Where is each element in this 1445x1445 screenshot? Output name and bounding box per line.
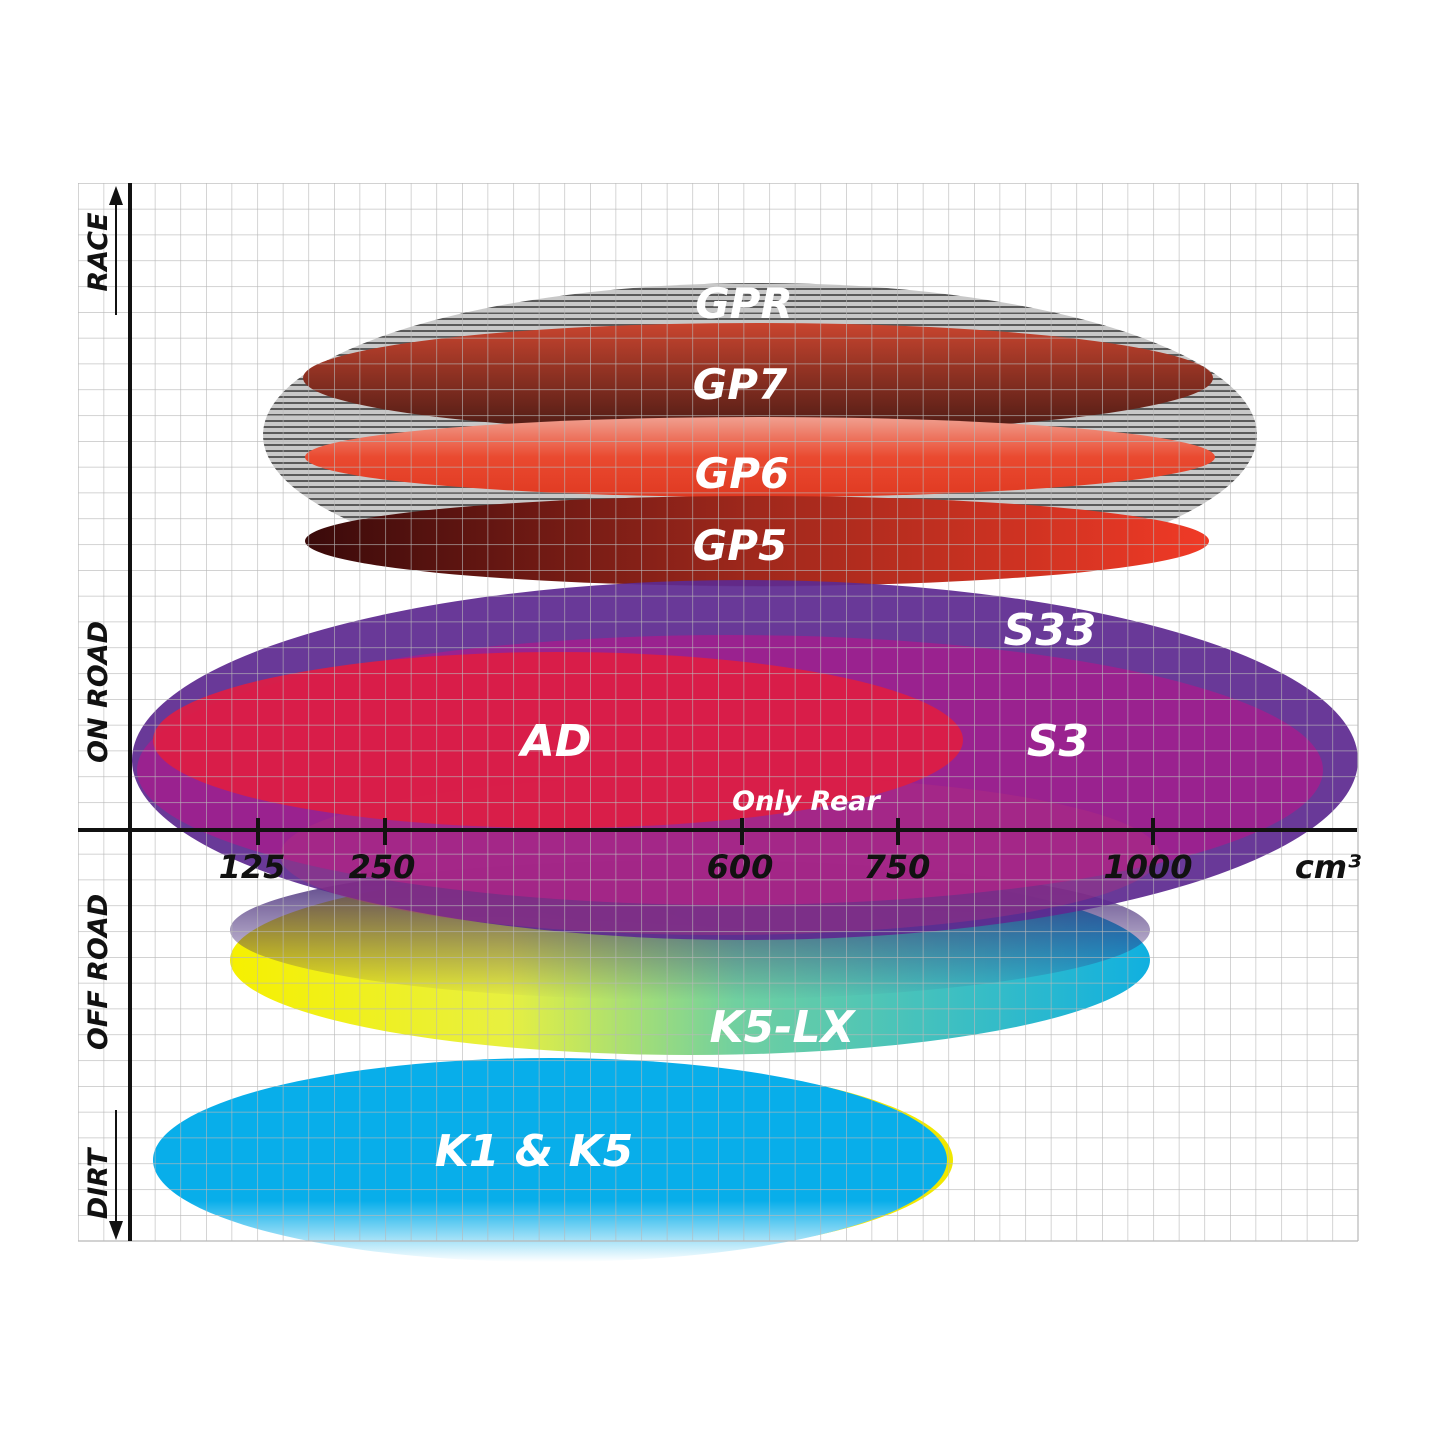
x-ticks bbox=[256, 818, 1155, 845]
label-s3: S3 bbox=[1027, 716, 1089, 767]
label-gp5: GP5 bbox=[693, 521, 787, 570]
label-gp6: GP6 bbox=[695, 449, 789, 498]
grid bbox=[78, 183, 1358, 1241]
x-unit: cm³ bbox=[1295, 848, 1361, 886]
tick-label: 1000 bbox=[1103, 848, 1192, 886]
tick-label: 600 bbox=[707, 848, 774, 886]
y-label-off-road: OFF ROAD bbox=[83, 894, 114, 1050]
y-label-dirt: DIRT bbox=[83, 1146, 114, 1219]
tick-label: 750 bbox=[864, 848, 931, 886]
tick-label: 125 bbox=[219, 848, 286, 886]
arrow-down-icon bbox=[109, 1110, 123, 1240]
label-k5lx: K5-LX bbox=[710, 1002, 857, 1053]
y-label-on-road: ON ROAD bbox=[83, 621, 114, 763]
label-s33: S33 bbox=[1004, 605, 1097, 656]
label-gp7: GP7 bbox=[693, 360, 788, 409]
y-label-race: RACE bbox=[83, 212, 114, 292]
label-k1k5: K1 & K5 bbox=[435, 1126, 633, 1177]
tick-label: 250 bbox=[349, 848, 416, 886]
label-ad: AD bbox=[518, 716, 592, 767]
label-gpr: GPR bbox=[695, 279, 793, 328]
label-only-rear: Only Rear bbox=[732, 786, 881, 817]
arrow-up-icon bbox=[109, 186, 123, 315]
